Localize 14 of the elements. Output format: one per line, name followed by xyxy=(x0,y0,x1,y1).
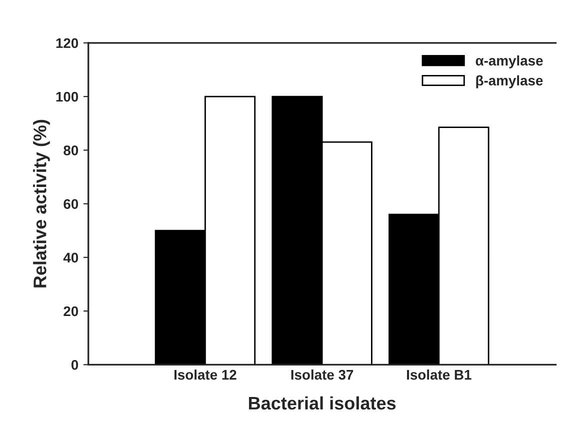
y-axis-title: Relative activity (%) xyxy=(33,120,50,288)
x-axis-title: Bacterial isolates xyxy=(248,396,396,410)
x-tick-label: Isolate B1 xyxy=(407,370,472,380)
y-tick-label: 120 xyxy=(56,38,78,48)
legend-label: β-amylase xyxy=(476,75,543,88)
y-tick-label: 0 xyxy=(71,360,78,370)
x-tick-label: Isolate 37 xyxy=(291,370,354,380)
y-tick-label: 40 xyxy=(63,252,78,263)
x-tick-label: Isolate 12 xyxy=(174,370,236,380)
legend-label: α-amylase xyxy=(476,55,543,68)
y-tick-label: 60 xyxy=(64,199,78,209)
y-tick-label: 20 xyxy=(64,306,78,316)
y-tick-label: 80 xyxy=(64,145,78,156)
y-tick-label: 100 xyxy=(56,92,78,102)
